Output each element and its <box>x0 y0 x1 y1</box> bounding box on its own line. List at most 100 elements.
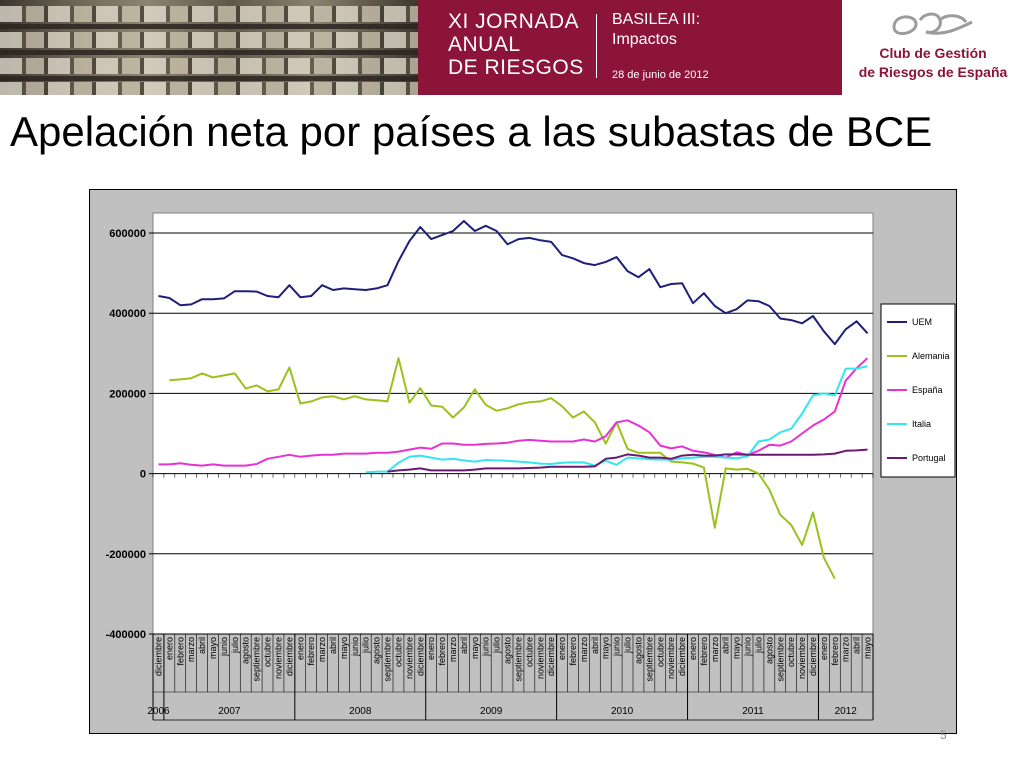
x-tick-label: marzo <box>317 637 327 662</box>
x-tick-label: noviembre <box>535 637 545 679</box>
year-label: 2009 <box>480 706 503 717</box>
x-tick-label: julio <box>230 637 240 654</box>
x-tick-label: febrero <box>699 637 709 666</box>
x-tick-label: septiembre <box>513 637 523 682</box>
x-tick-label: agosto <box>633 637 643 664</box>
event-title: XI JORNADA ANUAL DE RIESGOS <box>448 10 584 79</box>
building-window-row <box>0 58 418 74</box>
x-tick-label: octubre <box>655 637 665 667</box>
series-line <box>387 448 868 473</box>
x-tick-label: febrero <box>175 637 185 666</box>
x-tick-label: junio <box>743 637 753 657</box>
series-line <box>158 220 869 346</box>
x-tick-label: junio <box>481 637 491 657</box>
x-tick-label: abril <box>721 637 731 654</box>
x-tick-label: mayo <box>863 637 873 659</box>
x-tick-label: junio <box>219 637 229 657</box>
x-tick-label: septiembre <box>775 637 785 682</box>
x-tick-label: octubre <box>524 637 534 667</box>
series-line <box>169 357 836 580</box>
event-date: 28 de junio de 2012 <box>612 69 709 81</box>
building-floor-band <box>0 24 418 29</box>
slide-number: 5 <box>940 728 947 742</box>
legend-label: España <box>912 385 943 395</box>
x-tick-label: enero <box>688 637 698 660</box>
x-tick-label: septiembre <box>252 637 262 682</box>
x-tick-label: diciembre <box>677 637 687 676</box>
building-window-row <box>0 32 418 48</box>
y-tick-label: 200000 <box>109 388 146 400</box>
building-floor-band <box>0 76 418 81</box>
legend-label: Alemania <box>912 351 950 361</box>
x-tick-label: mayo <box>470 637 480 659</box>
x-tick-label: febrero <box>830 637 840 666</box>
x-tick-label: julio <box>623 637 633 654</box>
x-tick-label: febrero <box>437 637 447 666</box>
x-tick-label: mayo <box>208 637 218 659</box>
x-tick-label: septiembre <box>644 637 654 682</box>
x-tick-label: marzo <box>579 637 589 662</box>
event-panel: XI JORNADA ANUAL DE RIESGOS BASILEA III:… <box>418 0 842 95</box>
event-subtitle: BASILEA III: Impactos <box>612 11 701 48</box>
legend-label: Portugal <box>912 453 946 463</box>
x-tick-label: diciembre <box>415 637 425 676</box>
y-tick-label: 600000 <box>109 228 146 240</box>
x-tick-label: enero <box>557 637 567 660</box>
year-label: 2010 <box>611 706 634 717</box>
x-tick-label: abril <box>459 637 469 654</box>
x-tick-label: noviembre <box>666 637 676 679</box>
x-tick-label: junio <box>350 637 360 657</box>
x-tick-label: diciembre <box>153 637 163 676</box>
x-tick-label: abril <box>590 637 600 654</box>
year-label: 2006 <box>147 706 170 717</box>
series-line <box>365 365 868 474</box>
x-tick-label: agosto <box>241 637 251 664</box>
x-tick-label: diciembre <box>808 637 818 676</box>
y-tick-label: -200000 <box>106 549 146 561</box>
x-tick-label: agosto <box>372 637 382 664</box>
x-tick-label: marzo <box>186 637 196 662</box>
slide-title: Apelación neta por países a las subastas… <box>10 108 933 155</box>
x-tick-label: octubre <box>786 637 796 667</box>
plot-area <box>152 212 874 635</box>
x-tick-label: febrero <box>306 637 316 666</box>
x-tick-label: diciembre <box>546 637 556 676</box>
x-tick-label: octubre <box>263 637 273 667</box>
x-tick-label: junio <box>612 637 622 657</box>
x-tick-label: julio <box>753 637 763 654</box>
building-window-row <box>0 82 418 95</box>
x-tick-label: marzo <box>841 637 851 662</box>
x-tick-label: enero <box>295 637 305 660</box>
x-tick-label: noviembre <box>273 637 283 679</box>
x-tick-label: abril <box>328 637 338 654</box>
x-tick-label: enero <box>426 637 436 660</box>
club-logo-panel: Club de Gestión de Riesgos de España <box>842 0 1024 95</box>
x-tick-label: noviembre <box>797 637 807 679</box>
x-tick-label: febrero <box>568 637 578 666</box>
x-tick-label: julio <box>361 637 371 654</box>
building-floor-band <box>0 50 418 55</box>
banner-divider <box>596 14 597 78</box>
x-tick-label: julio <box>492 637 502 654</box>
year-label: 2011 <box>742 706 764 717</box>
event-banner: XI JORNADA ANUAL DE RIESGOS BASILEA III:… <box>0 0 1024 95</box>
chart-frame: 600000 400000 200000 0 -200000 -400000 diciemb… <box>89 189 957 734</box>
x-tick-label: diciembre <box>284 637 294 676</box>
x-tick-label: noviembre <box>404 637 414 679</box>
x-tick-label: septiembre <box>383 637 393 682</box>
x-tick-label: agosto <box>503 637 513 664</box>
building-window-row <box>0 6 418 22</box>
organization-name: Club de Gestión de Riesgos de España <box>858 45 1008 80</box>
x-tick-label: abril <box>852 637 862 654</box>
x-tick-label: enero <box>819 637 829 660</box>
x-tick-label: enero <box>164 637 174 660</box>
x-tick-label: agosto <box>764 637 774 664</box>
x-tick-label: mayo <box>339 637 349 659</box>
club-logo-icon <box>892 12 973 36</box>
y-tick-label: 0 <box>140 469 146 481</box>
year-label: 2012 <box>835 706 858 717</box>
x-tick-label: marzo <box>710 637 720 662</box>
x-tick-label: mayo <box>601 637 611 659</box>
x-tick-label: mayo <box>732 637 742 659</box>
line-chart: 600000 400000 200000 0 -200000 -400000 diciemb… <box>106 212 956 721</box>
